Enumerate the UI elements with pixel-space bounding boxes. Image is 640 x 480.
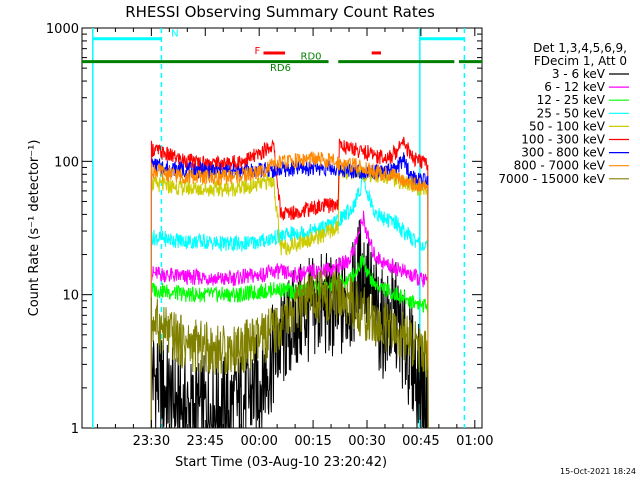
y-axis-label: Count Rate (s⁻¹ detector⁻¹): [27, 140, 42, 317]
legend-header-0: Det 1,3,4,5,6,9,: [533, 41, 627, 55]
legend-label-1: 6 - 12 keV: [544, 80, 606, 94]
flag-label-1: F: [255, 46, 261, 57]
chart-title: RHESSI Observing Summary Count Rates: [125, 3, 435, 21]
legend-label-2: 12 - 25 keV: [537, 93, 606, 107]
axes: 23:30 23:45 00:00 00:15 00:30 00:45 01:00 1 10 10…: [46, 22, 494, 449]
flag-label-2: RD0: [301, 52, 322, 63]
series-lines: [150, 136, 429, 429]
series-line-8: [150, 269, 429, 429]
legend-label-8: 7000 - 15000 keV: [498, 172, 605, 186]
legend-label-6: 300 - 800 keV: [521, 146, 605, 160]
series-line-2: [150, 254, 429, 429]
series-line-5: [150, 136, 429, 429]
observing-flags: N F RD0 RD6: [82, 28, 482, 74]
series-line-1: [150, 210, 429, 429]
flag-label-0: N: [171, 28, 178, 39]
x-tick-label-5: 00:45: [402, 434, 439, 449]
legend-label-4: 50 - 100 keV: [529, 119, 606, 133]
series-line-7: [150, 151, 429, 429]
y-tick-label-0: 1: [71, 422, 79, 437]
legend: Det 1,3,4,5,6,9,FDecim 1, Att 03 - 6 keV…: [498, 41, 629, 186]
y-tick-label-1: 10: [62, 289, 79, 304]
x-tick-label-6: 01:00: [456, 434, 493, 449]
legend-label-0: 3 - 6 keV: [552, 67, 606, 81]
x-tick-label-4: 00:30: [348, 434, 385, 449]
x-axis-label: Start Time (03-Aug-10 23:20:42): [175, 455, 387, 470]
legend-label-5: 100 - 300 keV: [521, 133, 605, 147]
generation-timestamp: 15-Oct-2021 18:24: [560, 467, 636, 476]
legend-label-3: 25 - 50 keV: [537, 106, 606, 120]
x-tick-label-0: 23:30: [133, 434, 170, 449]
x-tick-label-3: 00:15: [294, 434, 331, 449]
flag-label-3: RD6: [270, 63, 291, 74]
x-tick-label-2: 00:00: [240, 434, 277, 449]
series-line-0: [150, 218, 429, 429]
series-line-6: [150, 152, 429, 429]
y-tick-label-2: 100: [54, 155, 79, 170]
legend-header-1: FDecim 1, Att 0: [534, 54, 627, 68]
series-line-3: [150, 168, 429, 429]
plot-area-frame: [81, 27, 483, 429]
legend-label-7: 800 - 7000 keV: [514, 159, 606, 173]
x-tick-label-1: 23:45: [187, 434, 224, 449]
y-tick-label-3: 1000: [46, 22, 79, 37]
